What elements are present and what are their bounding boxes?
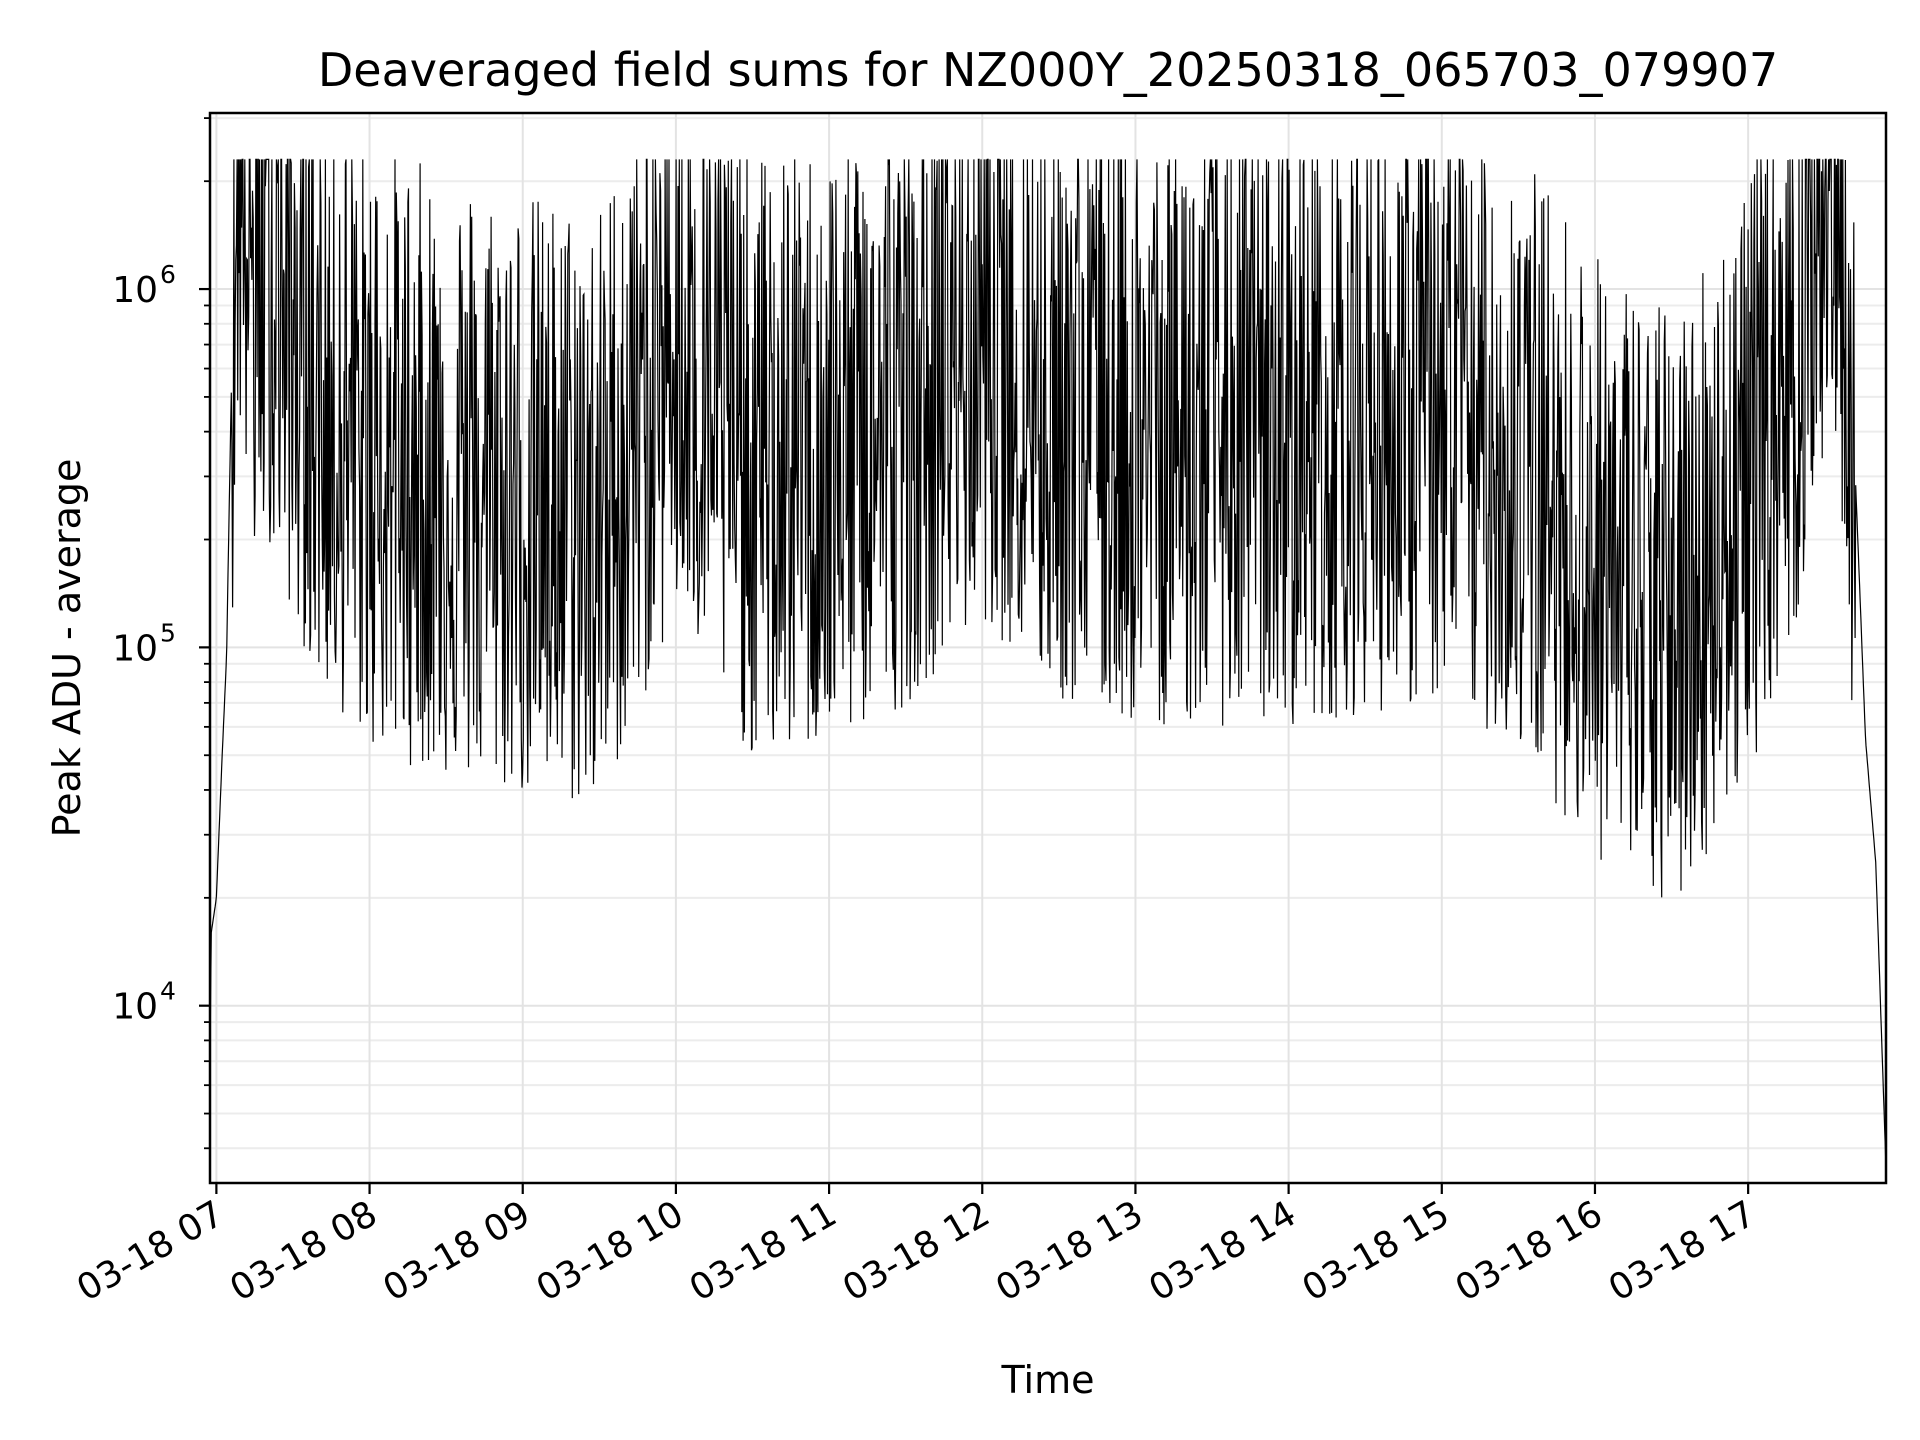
x-tick-label: 03-18 09 [377, 1193, 538, 1309]
x-tick-label: 03-18 13 [989, 1193, 1150, 1309]
x-tick-label: 03-18 07 [70, 1193, 231, 1309]
x-tick-label: 03-18 10 [530, 1193, 691, 1309]
y-tick-label: 10 [112, 628, 158, 669]
x-tick-label: 03-18 15 [1296, 1193, 1457, 1309]
y-tick-label: 10 [112, 987, 158, 1028]
y-axis-label: Peak ADU - average [45, 459, 89, 838]
y-tick-label: 10 [112, 270, 158, 311]
x-tick-label: 03-18 16 [1449, 1193, 1610, 1309]
series-line [209, 158, 1887, 1170]
y-tick-label-exponent: 5 [160, 618, 176, 647]
chart-title: Deaveraged field sums for NZ000Y_2025031… [318, 43, 1778, 97]
x-tick-label: 03-18 17 [1602, 1193, 1763, 1309]
y-tick-label-exponent: 6 [160, 260, 176, 289]
x-tick-label: 03-18 11 [683, 1193, 844, 1309]
x-tick-label: 03-18 12 [836, 1193, 997, 1309]
x-tick-label: 03-18 14 [1142, 1193, 1303, 1309]
x-tick-label: 03-18 08 [223, 1193, 384, 1309]
x-axis-label: Time [1001, 1358, 1095, 1402]
y-tick-label-exponent: 4 [160, 977, 176, 1006]
series-layer [209, 158, 1887, 1170]
